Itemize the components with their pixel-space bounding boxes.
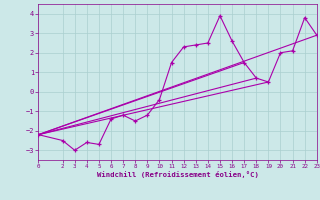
X-axis label: Windchill (Refroidissement éolien,°C): Windchill (Refroidissement éolien,°C): [97, 171, 259, 178]
